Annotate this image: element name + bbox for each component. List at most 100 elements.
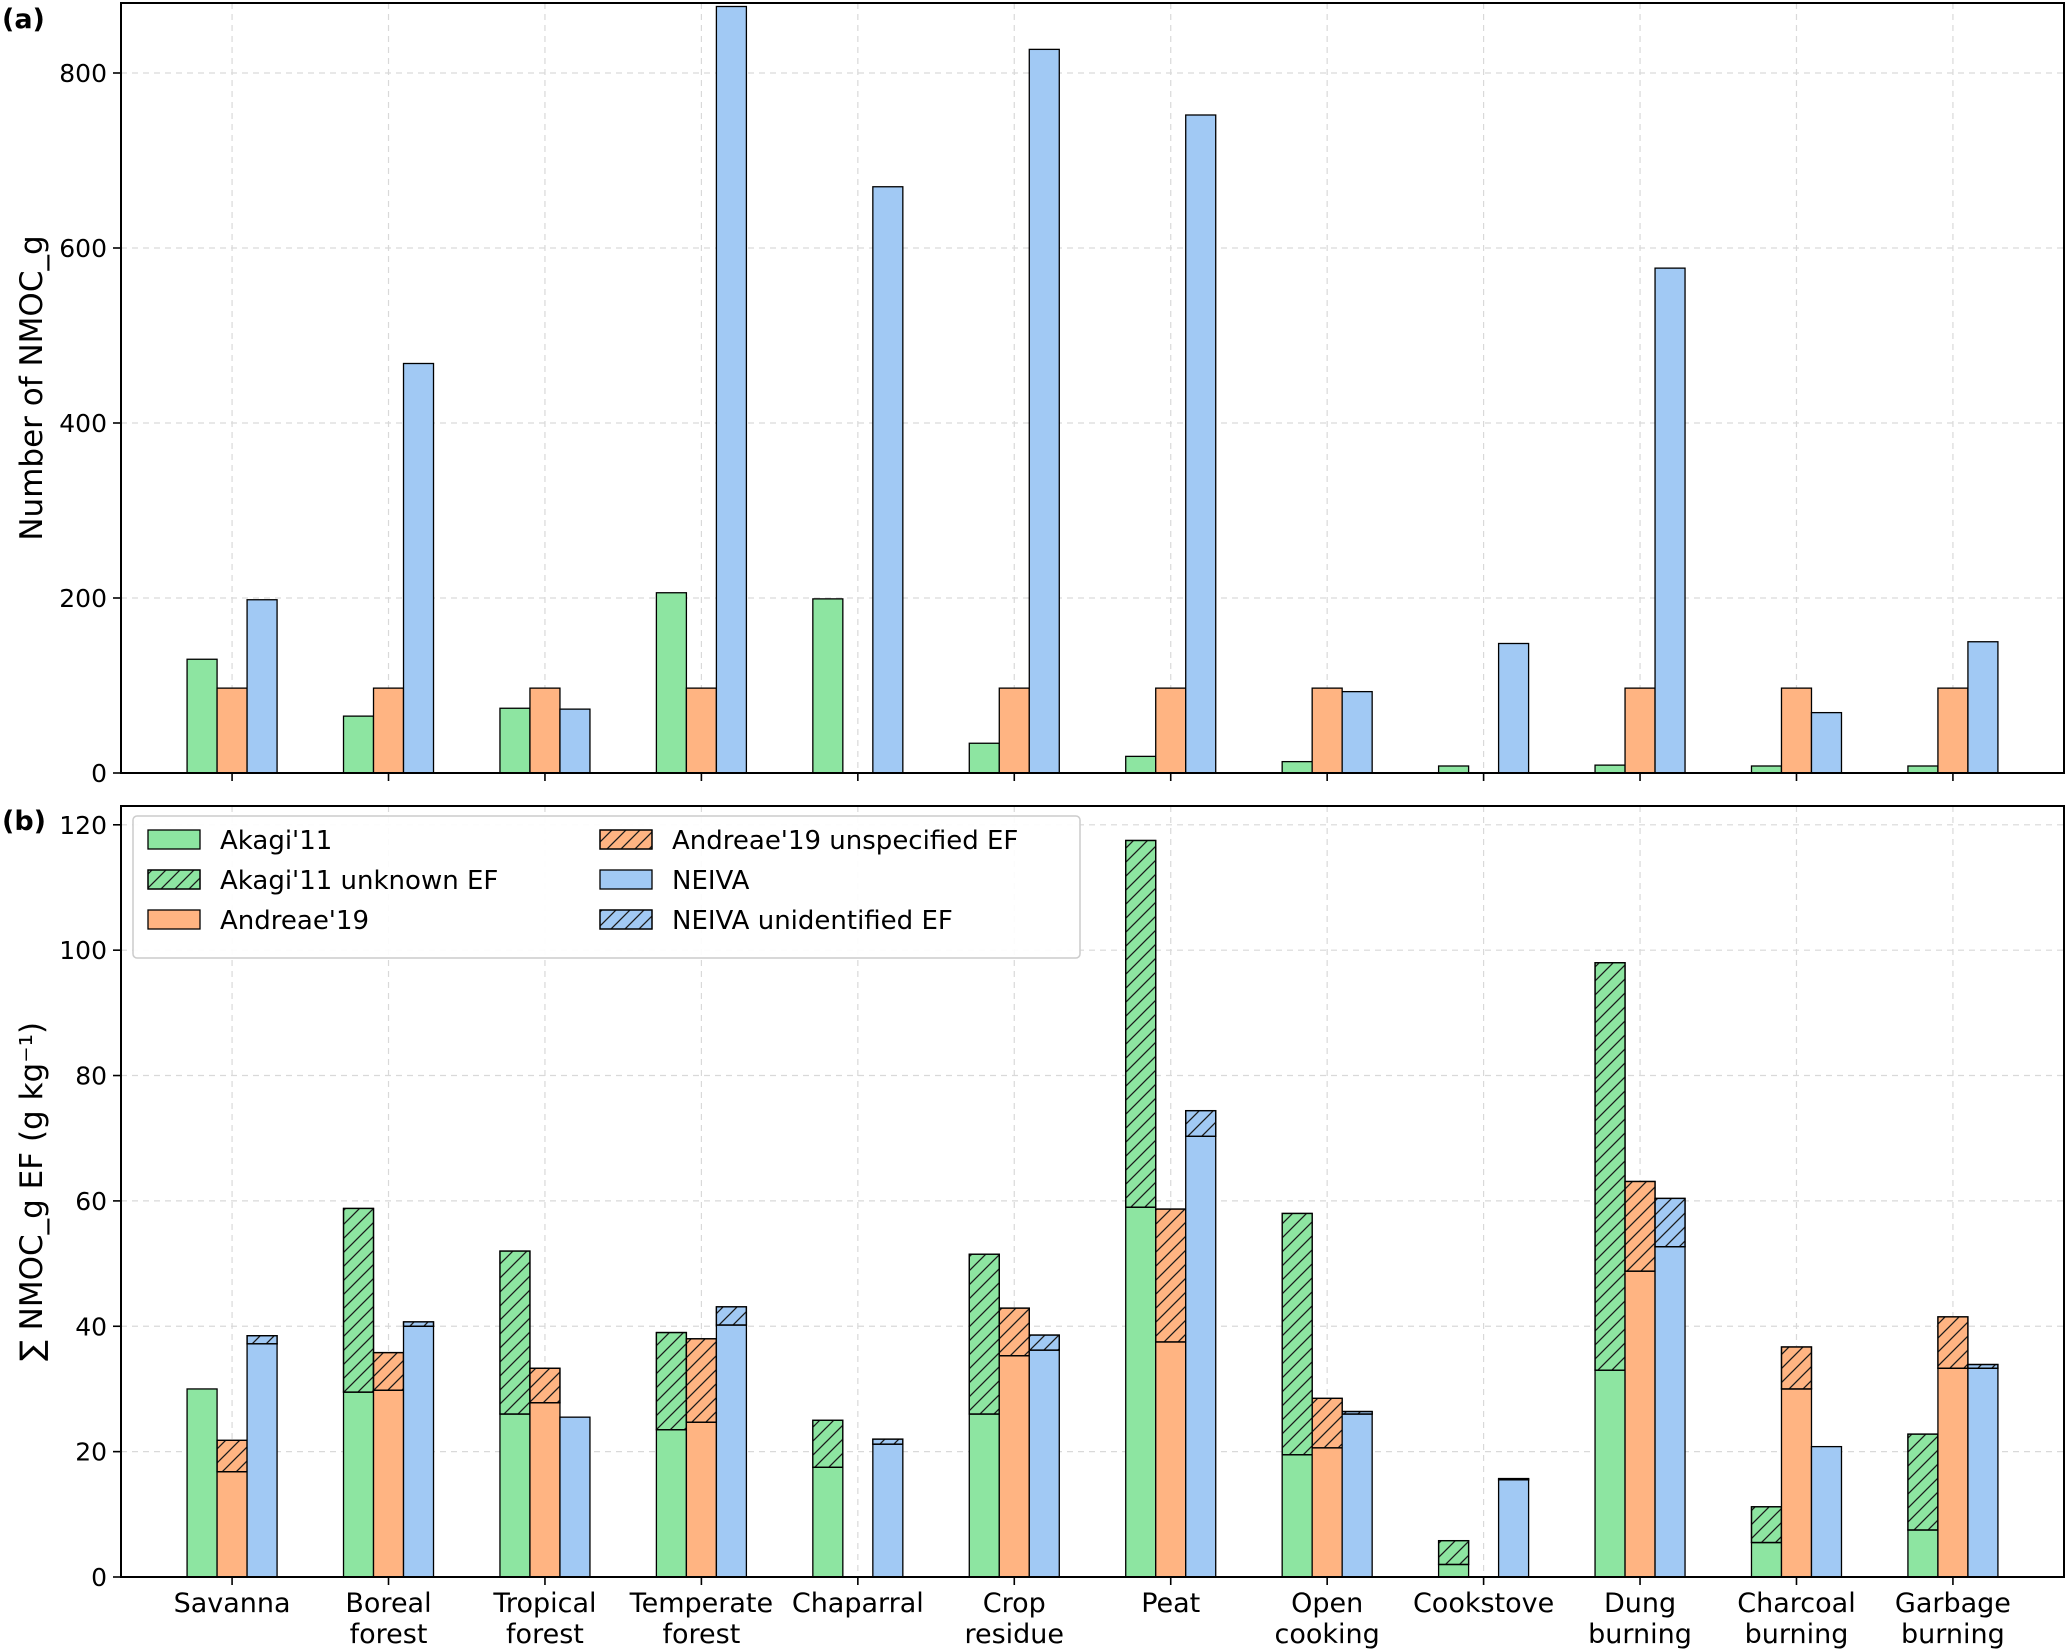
bar-akagi11-unknown-ef-charcoal-burning-hatch <box>1750 1506 1783 1544</box>
panel-a-y-ticks: 0 200 400 600 800 <box>59 59 1954 788</box>
bar-neiva-unidentified-ef-savanna-hatch <box>246 1335 278 1345</box>
y-tick-label: 400 <box>59 409 107 438</box>
y-tick-label: 60 <box>75 1187 107 1216</box>
bar-andreae19-peat <box>1155 687 1187 774</box>
panel-b-bars <box>186 839 1999 1578</box>
x-tick-label: Tropical <box>492 1588 596 1619</box>
bar-akagi11-unknown-ef-garbage-burning-hatch <box>1907 1433 1939 1531</box>
y-tick-label: 120 <box>59 811 107 840</box>
legend-swatch-neiva <box>599 869 653 890</box>
bar-neiva-charcoal-burning <box>1810 711 1843 774</box>
y-tick-label: 600 <box>59 234 107 263</box>
x-tick-label: Temperate <box>629 1588 773 1619</box>
legend: Akagi'11 Andreae'19 unspecified EF Akagi'1… <box>132 815 1081 959</box>
bar-neiva-temperate-forest <box>715 1324 748 1578</box>
x-tick-label: Savanna <box>174 1588 291 1619</box>
bar-neiva-unidentified-ef-chaparral-hatch <box>872 1438 904 1445</box>
panel-a-y-axis-label: Number of NMOC_g <box>14 235 50 540</box>
bar-akagi11-crop-residue <box>968 742 1000 774</box>
bar-akagi11-tropical-forest <box>499 707 531 774</box>
x-tick-label: burning <box>1745 1619 1849 1649</box>
bar-neiva-unidentified-ef-cookstove-hatch <box>1497 1477 1530 1481</box>
panel-a: 0 200 400 600 800 Number of NMOC_g (a) <box>2 2 2065 788</box>
bar-neiva-savanna <box>246 599 278 774</box>
bar-andreae19-unspecified-ef-dung-burning-hatch <box>1624 1180 1656 1272</box>
bar-akagi11-temperate-forest <box>655 592 688 774</box>
x-tick-label: Crop <box>983 1588 1046 1619</box>
legend-label-akagi11-unknown-ef: Akagi'11 unknown EF <box>220 866 498 896</box>
x-tick-label: burning <box>1588 1619 1692 1649</box>
y-tick-label: 200 <box>59 584 107 613</box>
bar-akagi11-dung-burning <box>1594 764 1626 774</box>
bar-andreae19-tropical-forest <box>529 1402 561 1578</box>
bar-andreae19-crop-residue <box>998 687 1030 774</box>
bar-akagi11-open-cooking <box>1281 760 1313 774</box>
bar-akagi11-boreal-forest <box>342 1391 375 1578</box>
panel-b-y-axis-label: ∑ NMOC_g EF (g kg⁻¹) <box>14 1022 50 1361</box>
bar-andreae19-savanna <box>216 687 248 774</box>
y-tick-label: 20 <box>75 1438 107 1467</box>
bar-neiva-peat <box>1185 114 1217 774</box>
bar-andreae19-unspecified-ef-garbage-burning-hatch <box>1937 1316 1969 1369</box>
y-tick-label: 0 <box>91 759 107 788</box>
y-tick-label: 40 <box>75 1312 107 1341</box>
y-tick-label: 100 <box>59 936 107 965</box>
bar-akagi11-cookstove <box>1437 1563 1470 1578</box>
bar-andreae19-open-cooking <box>1311 687 1343 774</box>
x-tick-label: forest <box>662 1619 740 1649</box>
x-tick-label: Garbage <box>1895 1588 2011 1619</box>
bar-neiva-cookstove <box>1497 1479 1530 1578</box>
bar-akagi11-peat <box>1125 1206 1157 1578</box>
bar-akagi11-unknown-ef-boreal-forest-hatch <box>342 1207 375 1393</box>
bar-akagi11-boreal-forest <box>342 715 375 774</box>
bar-andreae19-open-cooking <box>1311 1447 1343 1578</box>
legend-label-akagi11: Akagi'11 <box>220 826 332 856</box>
legend-label-neiva-unidentified-ef: NEIVA unidentified EF <box>672 906 953 936</box>
bar-neiva-unidentified-ef-peat-hatch <box>1185 1109 1217 1137</box>
bar-andreae19-peat <box>1155 1341 1187 1578</box>
bar-neiva-dung-burning <box>1654 1246 1686 1578</box>
bar-neiva-charcoal-burning <box>1810 1445 1843 1578</box>
bar-andreae19-unspecified-ef-tropical-forest-hatch <box>529 1367 561 1404</box>
bar-akagi11-charcoal-burning <box>1750 765 1783 774</box>
bar-neiva-peat <box>1185 1135 1217 1578</box>
bar-andreae19-unspecified-ef-boreal-forest-hatch <box>372 1351 405 1391</box>
x-tick-label: Boreal <box>345 1588 431 1619</box>
bar-akagi11-crop-residue <box>968 1413 1000 1578</box>
bar-akagi11-peat <box>1125 755 1157 774</box>
bar-andreae19-crop-residue <box>998 1355 1030 1578</box>
bar-neiva-savanna <box>246 1343 278 1578</box>
panel-b-frame <box>120 805 2065 1578</box>
legend-swatch-hatch <box>599 909 653 930</box>
bar-andreae19-unspecified-ef-savanna-hatch <box>216 1439 248 1473</box>
bar-akagi11-cookstove <box>1437 765 1470 774</box>
bar-akagi11-unknown-ef-chaparral-hatch <box>812 1419 844 1468</box>
panel-a-frame <box>120 2 2065 774</box>
bar-andreae19-temperate-forest <box>685 687 718 774</box>
bar-neiva-boreal-forest <box>402 362 435 774</box>
bar-neiva-garbage-burning <box>1967 1367 1999 1578</box>
x-tick-label: cooking <box>1275 1619 1380 1649</box>
bar-akagi11-unknown-ef-crop-residue-hatch <box>968 1253 1000 1415</box>
bar-neiva-crop-residue <box>1028 48 1060 774</box>
x-tick-label: Charcoal <box>1737 1588 1855 1619</box>
bar-neiva-unidentified-ef-garbage-burning-hatch <box>1967 1363 1999 1369</box>
bar-andreae19-unspecified-ef-temperate-forest-hatch <box>685 1338 718 1423</box>
bar-neiva-chaparral <box>872 186 904 774</box>
bar-andreae19-charcoal-burning <box>1780 1388 1813 1578</box>
bar-akagi11-savanna <box>186 658 218 774</box>
bar-akagi11-temperate-forest <box>655 1429 688 1578</box>
bar-andreae19-dung-burning <box>1624 687 1656 774</box>
x-tick-label: burning <box>1901 1619 2005 1649</box>
bar-neiva-unidentified-ef-boreal-forest-hatch <box>402 1321 435 1327</box>
bar-akagi11-savanna <box>186 1388 218 1578</box>
bar-andreae19-temperate-forest <box>685 1421 718 1578</box>
bar-neiva-cookstove <box>1497 642 1530 774</box>
bar-neiva-crop-residue <box>1028 1349 1060 1578</box>
bar-neiva-open-cooking <box>1341 1413 1373 1578</box>
bar-neiva-chaparral <box>872 1443 904 1578</box>
bar-neiva-boreal-forest <box>402 1325 435 1578</box>
legend-swatch-akagi11 <box>147 829 201 850</box>
